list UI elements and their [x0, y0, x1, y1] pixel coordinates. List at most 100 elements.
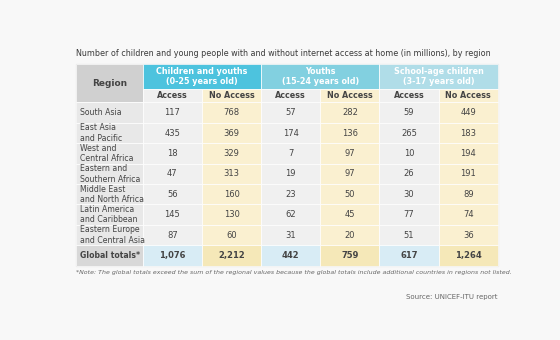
Bar [143, 164, 202, 184]
Bar [320, 102, 380, 123]
Text: East Asia
and Pacific: East Asia and Pacific [80, 123, 122, 143]
Bar [143, 184, 202, 204]
Bar [261, 164, 320, 184]
Text: 768: 768 [223, 108, 240, 117]
Bar [438, 204, 498, 225]
Bar [76, 204, 143, 225]
Bar [380, 164, 438, 184]
Bar [320, 88, 380, 102]
Bar [76, 123, 143, 143]
Bar [380, 64, 498, 88]
Bar [76, 245, 143, 266]
Text: No Access: No Access [209, 91, 254, 100]
Bar [438, 245, 498, 266]
Text: 51: 51 [404, 231, 414, 240]
Text: 50: 50 [344, 190, 355, 199]
Text: Access: Access [157, 91, 188, 100]
Text: Source: UNICEF-ITU report: Source: UNICEF-ITU report [407, 293, 498, 300]
Text: 59: 59 [404, 108, 414, 117]
Bar [438, 102, 498, 123]
Text: Eastern and
Southern Africa: Eastern and Southern Africa [80, 164, 141, 184]
Text: 23: 23 [286, 190, 296, 199]
Text: Access: Access [276, 91, 306, 100]
Bar [380, 102, 438, 123]
Text: 449: 449 [460, 108, 476, 117]
Text: 2,212: 2,212 [218, 251, 245, 260]
Text: 442: 442 [282, 251, 300, 260]
Bar [261, 204, 320, 225]
Text: School-age children
(3-17 years old): School-age children (3-17 years old) [394, 67, 484, 86]
Bar [380, 143, 438, 164]
Text: No Access: No Access [327, 91, 373, 100]
Text: 759: 759 [341, 251, 358, 260]
Bar [143, 123, 202, 143]
Text: Latin America
and Caribbean: Latin America and Caribbean [80, 205, 138, 224]
Bar [261, 88, 320, 102]
Bar [202, 123, 261, 143]
Text: 265: 265 [401, 129, 417, 137]
Bar [202, 88, 261, 102]
Text: 136: 136 [342, 129, 358, 137]
Bar [320, 123, 380, 143]
Bar [261, 225, 320, 245]
Text: 57: 57 [286, 108, 296, 117]
Text: 369: 369 [223, 129, 240, 137]
Text: 19: 19 [286, 169, 296, 178]
Text: 10: 10 [404, 149, 414, 158]
Text: No Access: No Access [445, 91, 491, 100]
Bar [380, 204, 438, 225]
Text: 174: 174 [283, 129, 298, 137]
Text: 435: 435 [165, 129, 180, 137]
Text: 7: 7 [288, 149, 293, 158]
Text: 18: 18 [167, 149, 178, 158]
Bar [320, 204, 380, 225]
Text: 97: 97 [344, 169, 355, 178]
Text: 74: 74 [463, 210, 474, 219]
Text: 117: 117 [165, 108, 180, 117]
Bar [438, 184, 498, 204]
Text: 130: 130 [223, 210, 240, 219]
Text: 36: 36 [463, 231, 474, 240]
Text: 20: 20 [344, 231, 355, 240]
Bar [380, 245, 438, 266]
Bar [380, 225, 438, 245]
Text: 1,264: 1,264 [455, 251, 482, 260]
Bar [438, 123, 498, 143]
Bar [438, 164, 498, 184]
Bar [202, 164, 261, 184]
Bar [380, 184, 438, 204]
Text: 62: 62 [286, 210, 296, 219]
Text: 329: 329 [223, 149, 240, 158]
Bar [261, 245, 320, 266]
Bar [76, 164, 143, 184]
Bar [202, 143, 261, 164]
Bar [143, 143, 202, 164]
Bar [438, 225, 498, 245]
Bar [143, 88, 202, 102]
Text: 60: 60 [226, 231, 237, 240]
Bar [143, 204, 202, 225]
Text: 77: 77 [404, 210, 414, 219]
Text: 47: 47 [167, 169, 178, 178]
Bar [320, 164, 380, 184]
Text: Middle East
and North Africa: Middle East and North Africa [80, 185, 144, 204]
Text: 145: 145 [165, 210, 180, 219]
Text: Access: Access [394, 91, 424, 100]
Text: Youths
(15-24 years old): Youths (15-24 years old) [282, 67, 359, 86]
Bar [76, 64, 498, 266]
Bar [76, 225, 143, 245]
Text: Number of children and young people with and without internet access at home (in: Number of children and young people with… [76, 49, 491, 57]
Text: Region: Region [92, 79, 127, 88]
Bar [143, 225, 202, 245]
Bar [76, 64, 143, 102]
Text: 89: 89 [463, 190, 474, 199]
Bar [438, 88, 498, 102]
Text: 313: 313 [223, 169, 240, 178]
Text: 26: 26 [404, 169, 414, 178]
Bar [320, 245, 380, 266]
Text: South Asia: South Asia [80, 108, 122, 117]
Text: West and
Central Africa: West and Central Africa [80, 144, 134, 163]
Text: 183: 183 [460, 129, 476, 137]
Bar [202, 225, 261, 245]
Text: 97: 97 [344, 149, 355, 158]
